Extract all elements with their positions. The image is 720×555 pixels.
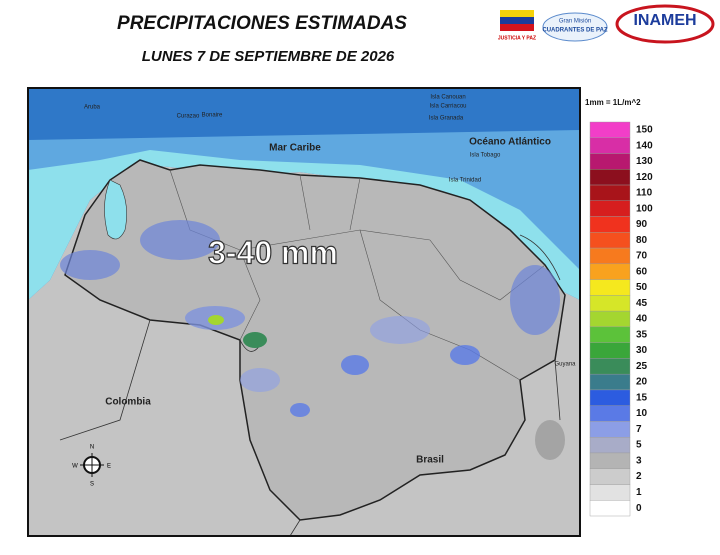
- legend-swatch: [589, 169, 631, 186]
- legend-swatch: [589, 232, 631, 249]
- map-label: Aruba: [84, 105, 101, 111]
- legend-swatch: [589, 326, 631, 343]
- legend-swatch: [589, 121, 631, 138]
- legend-label: 150: [636, 125, 653, 136]
- annotation: 3-40 mm: [208, 234, 338, 270]
- logo-text: Gran Misión: [559, 19, 591, 25]
- legend-swatch: [589, 263, 631, 280]
- legend-swatch: [589, 358, 631, 375]
- legend-swatch: [589, 200, 631, 217]
- legend-swatch: [589, 279, 631, 296]
- legend-label: 0: [636, 503, 642, 514]
- legend-label: 3: [636, 455, 642, 466]
- legend-swatch: [589, 405, 631, 422]
- sea-label: Océano Atlántico: [469, 137, 551, 148]
- title: PRECIPITACIONES ESTIMADAS: [117, 13, 407, 34]
- legend-label: 100: [636, 203, 653, 214]
- compass-label: W: [72, 464, 78, 470]
- legend-label: 80: [636, 235, 648, 246]
- legend-swatch: [589, 137, 631, 154]
- country-label: Guyana: [554, 362, 576, 368]
- country-label: Brasil: [416, 455, 444, 466]
- legend-label: 1: [636, 487, 642, 498]
- legend-label: 20: [636, 377, 648, 388]
- legend-label: 45: [636, 298, 648, 309]
- logo-text: INAMEH: [633, 12, 696, 29]
- map-label: Isla Granada: [429, 116, 464, 122]
- legend-label: 110: [636, 188, 653, 199]
- legend-swatch: [589, 310, 631, 328]
- map-label: Isla Canouan: [430, 95, 465, 101]
- legend-label: 35: [636, 329, 648, 340]
- sea-label: Mar Caribe: [269, 143, 321, 154]
- legend-label: 140: [636, 140, 653, 151]
- legend-label: 60: [636, 266, 648, 277]
- legend-swatch: [589, 216, 631, 233]
- logo-text: CUADRANTES DE PAZ: [542, 28, 608, 34]
- legend-label: 90: [636, 219, 648, 230]
- compass-label: N: [90, 445, 94, 451]
- map-label: Curazao: [177, 114, 200, 120]
- map-label: Isla Tobago: [470, 153, 501, 159]
- legend-swatch: [589, 452, 631, 469]
- legend-label: 70: [636, 251, 648, 262]
- legend: 1501401301201101009080706050454035302520…: [589, 121, 653, 517]
- legend-label: 5: [636, 440, 642, 451]
- legend-label: 2: [636, 471, 642, 482]
- map-label: Isla Carriacou: [429, 104, 466, 110]
- legend-label: 15: [636, 392, 648, 403]
- legend-label: 40: [636, 314, 648, 325]
- legend-swatch: [589, 421, 631, 438]
- compass: N S E W: [72, 445, 111, 488]
- legend-swatch: [589, 295, 631, 312]
- map-label: Isla Trinidad: [449, 178, 481, 184]
- legend-swatch: [589, 247, 631, 265]
- map-label: Bonaire: [202, 113, 223, 119]
- subtitle: LUNES 7 DE SEPTIEMBRE DE 2026: [142, 48, 395, 65]
- legend-swatch: [589, 500, 631, 517]
- map: Aruba Curazao Bonaire Isla Canouan Isla …: [27, 87, 581, 537]
- legend-label: 30: [636, 345, 648, 356]
- legend-label: 120: [636, 172, 653, 183]
- compass-label: E: [107, 464, 111, 470]
- legend-swatch: [589, 184, 631, 201]
- legend-swatch: [589, 468, 631, 485]
- legend-swatch: [589, 437, 631, 454]
- legend-label: 7: [636, 424, 642, 435]
- legend-label: 25: [636, 361, 648, 372]
- legend-swatch: [589, 389, 631, 406]
- legend-label: 50: [636, 282, 648, 293]
- legend-swatch: [589, 342, 631, 359]
- compass-label: S: [90, 482, 94, 488]
- legend-label: 10: [636, 408, 648, 419]
- logo-text: JUSTICIA Y PAZ: [498, 35, 536, 41]
- country-label: Colombia: [105, 397, 151, 408]
- legend-title: 1mm = 1L/m^2: [585, 98, 641, 107]
- legend-label: 130: [636, 156, 653, 167]
- logos: JUSTICIA Y PAZ Gran Misión CUADRANTES DE…: [498, 4, 715, 44]
- legend-swatch: [589, 373, 631, 391]
- legend-swatch: [589, 153, 631, 170]
- legend-swatch: [589, 484, 631, 501]
